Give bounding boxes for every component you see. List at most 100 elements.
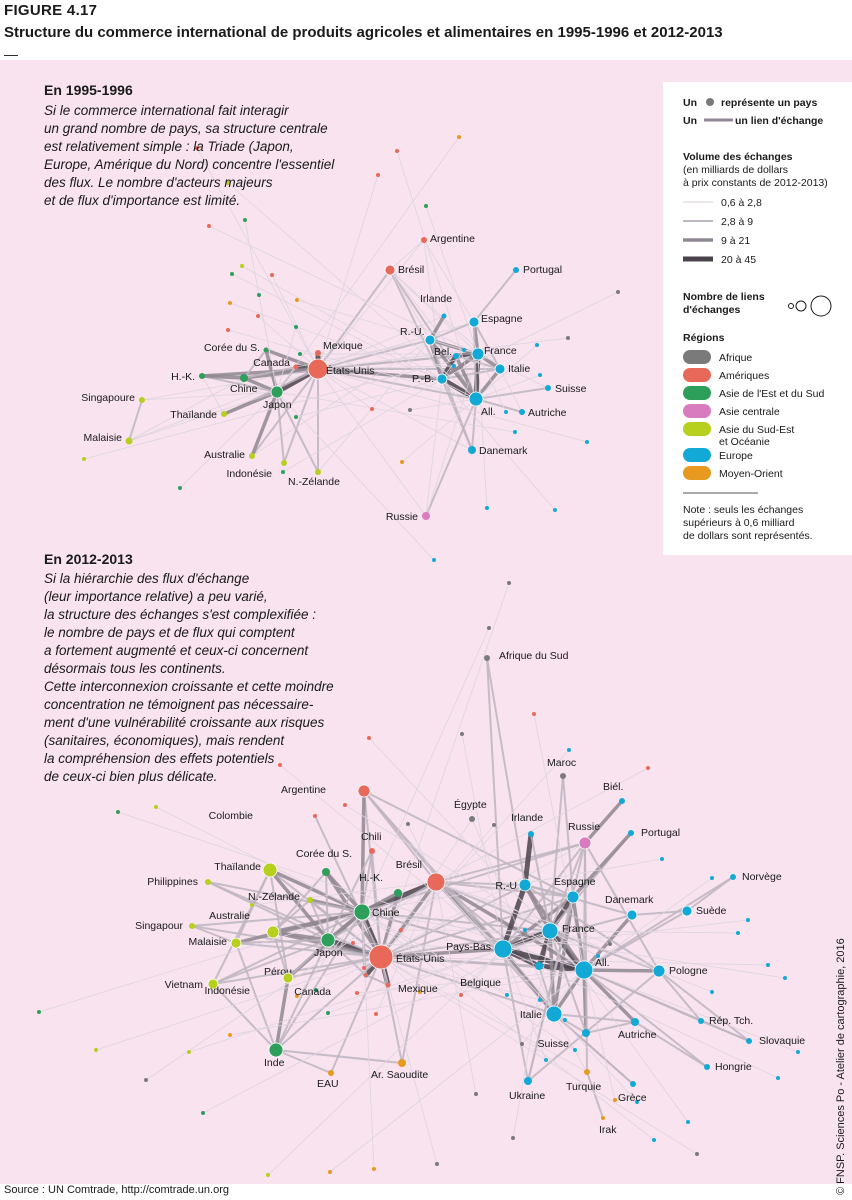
country-node-ua: Ukraine [509,1077,545,1102]
node-dot [524,1077,532,1085]
country-label: Italie [520,1009,542,1021]
trade-link [295,378,443,418]
country-node-ae: EAU [317,1070,339,1090]
node-dot [528,831,534,837]
node-dot [384,264,396,276]
trade-link [212,939,329,985]
country-label: Bel. [434,346,452,358]
trade-link [128,377,245,442]
node-dot [315,469,321,475]
network-graph: États-Unis Mexique Canada Argentine Brésil Co… [37,135,805,1177]
trade-link [552,895,575,1016]
country-node-br: Brésil [396,859,446,892]
legend-node-post: représente un pays [721,97,817,109]
country-node [796,1050,800,1054]
trade-link [317,321,475,370]
node-dot [189,923,195,929]
country-node [281,470,285,474]
trade-link [435,881,638,1103]
trade-link [389,269,479,355]
node-dot [578,836,592,850]
trade-link [584,842,660,972]
node-dot [493,939,513,959]
legend-node-symbol [706,98,714,106]
volume-label: 0,6 à 2,8 [721,197,762,209]
trade-link [380,956,541,1001]
country-node [783,976,787,980]
country-node-ie: Irlande [420,293,452,319]
node-dot [468,391,484,407]
trade-link [549,775,564,932]
trade-link [527,970,660,1082]
country-node-my: Malaisie [83,432,133,445]
country-node [766,963,770,967]
node-dot [630,1081,636,1087]
country-node-th: Thaïlande [214,861,278,878]
country-node-be: Belgique [460,962,543,989]
country-node-ch: Suisse [537,1029,590,1050]
trade-link [317,337,569,370]
country-node [505,993,509,997]
country-node [278,763,282,767]
country-label: Suisse [555,383,587,395]
country-node [474,1092,478,1096]
trade-link [231,273,477,400]
trade-link [251,881,437,906]
country-node-sg: Singapoure [81,392,145,404]
trade-link [258,294,278,393]
trade-link [361,842,586,913]
country-node [270,273,274,277]
country-label: Hongrie [715,1061,752,1073]
node-dot [315,350,321,356]
trade-link [585,1021,636,1034]
node-dot [730,874,736,880]
country-label: Chine [372,907,400,919]
country-node-in: Inde [264,1042,285,1069]
legend-link-post: un lien d'échange [735,115,823,127]
trade-link [329,969,585,1173]
trade-link [634,1021,708,1068]
country-node [207,224,211,228]
node-dot [560,773,566,779]
country-node-gr: Grèce [618,1081,647,1104]
node-dot [369,848,375,854]
node-dot [199,373,205,379]
trade-link [409,398,477,411]
node-dot [698,1018,704,1024]
trade-link [275,939,329,1051]
figure-label: FIGURE 4.17 [4,2,98,19]
trade-link [435,767,649,883]
trade-link [234,910,364,945]
country-label: Vietnam [165,979,204,991]
country-node-iq: Irak [599,1116,617,1136]
country-node-fr: France [541,922,595,940]
trade-link [548,929,556,1016]
country-label: Slovaquie [759,1035,805,1047]
country-node [82,457,86,461]
country-node-nz: N.-Zélande [248,891,313,903]
trade-link [365,974,389,986]
trade-link [317,269,391,370]
country-node [573,1048,577,1052]
trade-link [317,239,425,370]
country-node [257,293,261,297]
node-dot [421,237,427,243]
country-node [298,352,302,356]
trade-link [264,348,279,394]
country-node [294,415,298,419]
country-node [399,928,403,932]
region-label: Moyen-Orient [719,468,783,480]
country-node [376,173,380,177]
country-node-cz: Rép. Tch. [698,1015,753,1027]
node-dot [307,358,329,380]
links-size-small [788,303,794,309]
country-label: Inde [264,1057,285,1069]
node-dot [519,409,525,415]
country-node-ma: Maroc [547,757,576,779]
country-label: R.-U [495,880,517,892]
country-node-ar: Argentine [421,233,475,245]
country-node [608,942,612,946]
country-node-es: Espagne [468,313,523,328]
trade-link [500,882,528,952]
country-node [652,1138,656,1142]
